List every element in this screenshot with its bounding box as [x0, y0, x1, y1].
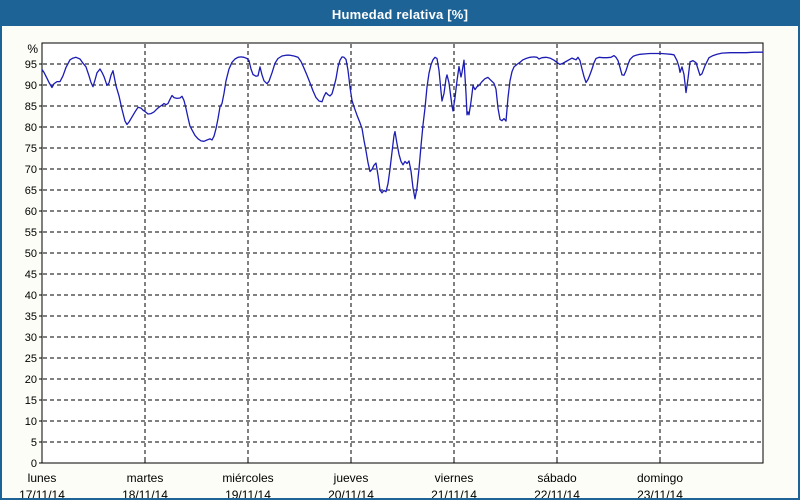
y-tick-label: 80: [25, 122, 37, 134]
x-day-date: 18/11/14: [122, 488, 168, 500]
y-tick-label: 60: [25, 206, 37, 218]
x-day-date: 23/11/14: [637, 488, 683, 500]
y-tick-label: 5: [31, 437, 37, 449]
humidity-series-line: [41, 51, 764, 200]
x-day-name: jueves: [333, 471, 369, 485]
y-tick-label: 55: [25, 227, 37, 239]
x-day-date: 20/11/14: [328, 488, 374, 500]
x-day-name: domingo: [637, 471, 683, 485]
y-tick-label: 15: [25, 395, 37, 407]
y-tick-label: 25: [25, 353, 37, 365]
y-tick-label: 35: [25, 311, 37, 323]
x-day-name: martes: [127, 471, 164, 485]
x-day-name: lunes: [28, 471, 57, 485]
window-title: Humedad relativa [%]: [331, 6, 469, 22]
y-tick-label: 45: [25, 269, 37, 281]
y-tick-label: 30: [25, 332, 37, 344]
y-tick-label: 75: [25, 143, 37, 155]
x-day-date: 22/11/14: [534, 488, 580, 500]
x-day-name: miércoles: [222, 471, 273, 485]
x-day-name: viernes: [435, 471, 474, 485]
y-tick-label: 40: [25, 290, 37, 302]
y-tick-label: 0: [31, 458, 37, 470]
y-tick-label: 65: [25, 185, 37, 197]
y-tick-label: 70: [25, 164, 37, 176]
y-tick-label: 85: [25, 101, 37, 113]
y-tick-label: 50: [25, 248, 37, 260]
x-day-date: 17/11/14: [19, 488, 65, 500]
y-tick-label: 90: [25, 80, 37, 92]
y-axis-unit-label: %: [27, 42, 38, 56]
y-tick-label: 10: [25, 416, 37, 428]
x-day-date: 21/11/14: [431, 488, 477, 500]
title-bar: Humedad relativa [%]: [2, 2, 798, 26]
y-tick-label: 95: [25, 59, 37, 71]
y-tick-label: 20: [25, 374, 37, 386]
x-day-date: 19/11/14: [225, 488, 271, 500]
x-day-name: sábado: [537, 471, 577, 485]
